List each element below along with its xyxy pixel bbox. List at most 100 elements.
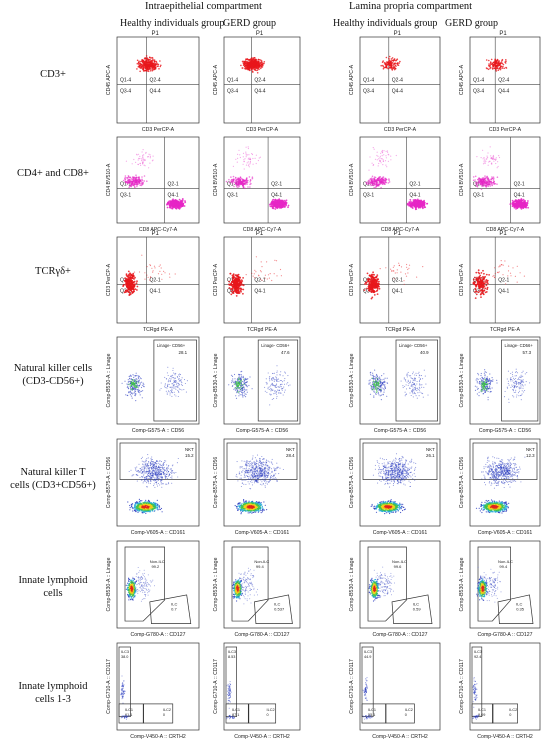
event-dot bbox=[280, 383, 282, 385]
y-axis-label: CD3 PerCP-A bbox=[349, 263, 355, 296]
event-dot bbox=[147, 67, 149, 70]
event-dot bbox=[381, 155, 383, 157]
event-dot bbox=[241, 384, 243, 386]
quadrant-label: Q4-4 bbox=[254, 88, 265, 94]
event-dot bbox=[184, 382, 186, 385]
event-dot bbox=[371, 275, 374, 278]
event-dot bbox=[502, 274, 504, 276]
event-dot bbox=[242, 163, 244, 165]
event-dot bbox=[282, 204, 285, 207]
event-dot bbox=[385, 164, 387, 166]
event-dot bbox=[160, 267, 162, 269]
event-dot bbox=[377, 377, 379, 379]
event-dot bbox=[243, 394, 245, 397]
y-axis-label: CD45 APC-A bbox=[106, 64, 112, 95]
event-dot bbox=[492, 179, 495, 181]
y-axis-label: CD45 APC-A bbox=[459, 64, 465, 95]
event-dot bbox=[180, 381, 182, 383]
event-dot bbox=[174, 381, 176, 384]
event-dot bbox=[245, 151, 247, 153]
event-dot bbox=[230, 288, 233, 291]
event-dot bbox=[261, 266, 263, 268]
event-dot bbox=[124, 175, 127, 177]
event-dot bbox=[254, 157, 256, 159]
event-dot bbox=[371, 162, 373, 164]
y-axis-label: CD3 PerCP-A bbox=[459, 263, 465, 296]
event-dot bbox=[475, 184, 478, 186]
event-dot bbox=[132, 379, 134, 381]
event-dot bbox=[142, 154, 144, 156]
event-dot bbox=[241, 60, 244, 63]
event-dot bbox=[239, 154, 241, 156]
event-dot bbox=[499, 62, 502, 64]
event-dot bbox=[246, 389, 248, 391]
event-dot bbox=[519, 272, 521, 274]
event-dot bbox=[152, 270, 154, 272]
event-dot bbox=[254, 277, 256, 279]
event-dot bbox=[243, 160, 245, 162]
event-dot bbox=[252, 275, 254, 277]
event-dot bbox=[236, 291, 239, 293]
event-dot bbox=[275, 376, 277, 378]
event-dot bbox=[483, 178, 486, 181]
event-dot bbox=[242, 277, 245, 279]
event-dot bbox=[370, 277, 373, 279]
event-dot bbox=[487, 185, 490, 187]
event-dot bbox=[375, 374, 377, 376]
event-dot bbox=[269, 386, 271, 388]
event-dot bbox=[369, 280, 372, 283]
event-dot bbox=[175, 372, 177, 374]
event-dot bbox=[237, 177, 239, 179]
event-dot bbox=[283, 206, 286, 208]
event-dot bbox=[159, 60, 161, 62]
event-dot bbox=[484, 287, 487, 290]
event-dot bbox=[238, 282, 241, 285]
event-dot bbox=[385, 64, 387, 66]
event-dot bbox=[154, 267, 156, 269]
event-dot bbox=[146, 70, 149, 72]
event-dot bbox=[372, 271, 374, 274]
event-dot bbox=[251, 153, 253, 155]
event-dot bbox=[392, 67, 395, 69]
event-dot bbox=[373, 148, 375, 150]
event-dot bbox=[384, 377, 386, 379]
event-dot bbox=[142, 157, 144, 160]
event-dot bbox=[231, 280, 234, 283]
event-dot bbox=[171, 377, 173, 379]
event-dot bbox=[383, 154, 385, 156]
event-dot bbox=[251, 176, 254, 178]
event-dot bbox=[287, 206, 289, 209]
event-dot bbox=[488, 274, 490, 276]
event-dot bbox=[144, 69, 146, 72]
event-dot bbox=[382, 160, 384, 162]
event-dot bbox=[157, 273, 160, 275]
event-dot bbox=[152, 155, 154, 157]
event-dot bbox=[131, 181, 134, 184]
gate-percentage: 28.1 bbox=[179, 350, 188, 355]
event-dot bbox=[238, 377, 240, 379]
event-dot bbox=[249, 181, 251, 183]
event-dot bbox=[499, 264, 501, 266]
event-dot bbox=[246, 162, 248, 164]
event-dot bbox=[122, 179, 125, 182]
event-dot bbox=[175, 388, 177, 390]
event-dot bbox=[238, 180, 241, 183]
event-dot bbox=[281, 387, 283, 389]
event-dot bbox=[231, 183, 234, 185]
event-dot bbox=[491, 67, 494, 69]
event-dot bbox=[167, 366, 169, 368]
event-dot bbox=[255, 256, 257, 258]
event-dot bbox=[395, 65, 397, 67]
event-dot bbox=[283, 383, 286, 385]
event-dot bbox=[252, 71, 254, 73]
event-dot bbox=[138, 64, 141, 67]
event-dot bbox=[494, 267, 496, 269]
event-dot bbox=[246, 391, 248, 393]
event-dot bbox=[125, 283, 127, 285]
event-dot bbox=[130, 385, 132, 387]
event-dot bbox=[229, 272, 232, 275]
quadrant-label: Q3-4 bbox=[227, 88, 238, 94]
event-dot bbox=[159, 65, 162, 68]
event-dot bbox=[475, 271, 478, 274]
